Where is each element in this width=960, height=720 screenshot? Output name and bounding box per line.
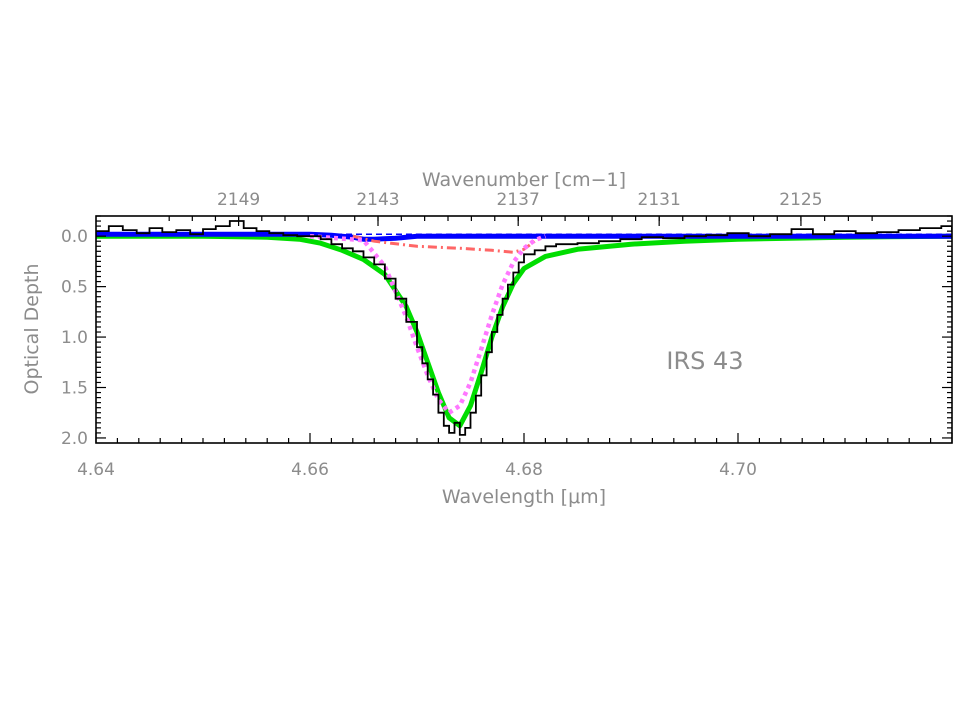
y-tick-label: 0.0	[61, 227, 88, 247]
y-tick-label: 2.0	[61, 429, 88, 449]
x-axis-label: Wavelength [μm]	[442, 486, 606, 508]
series-total-fit-line	[96, 233, 952, 429]
x-tick-label: 4.68	[505, 460, 543, 480]
series-layer	[96, 220, 952, 436]
tick-label-layer: 2149 2143 2137 2131 2125 4.64 4.66 4.68 4.70 0.0 0…	[61, 190, 823, 480]
chart-annotation: IRS 43	[666, 347, 743, 375]
top-tick-label: 2131	[638, 190, 681, 210]
top-tick-label: 2125	[779, 190, 822, 210]
series-component-a-line	[309, 233, 547, 416]
x-tick-label: 4.64	[77, 460, 115, 480]
top-tick-label: 2137	[497, 190, 540, 210]
x-tick-label: 4.70	[719, 460, 757, 480]
y-axis-label: Optical Depth	[21, 263, 43, 394]
y-tick-label: 1.5	[61, 379, 88, 399]
tick-layer	[95, 215, 953, 443]
y-tick-label: 0.5	[61, 278, 88, 298]
x-tick-label: 4.66	[291, 460, 329, 480]
series-observed-line	[96, 220, 952, 436]
y-tick-label: 1.0	[61, 328, 88, 348]
top-tick-label: 2143	[356, 190, 399, 210]
top-axis-label: Wavenumber [cm−1]	[422, 169, 626, 191]
top-tick-label: 2149	[217, 190, 260, 210]
